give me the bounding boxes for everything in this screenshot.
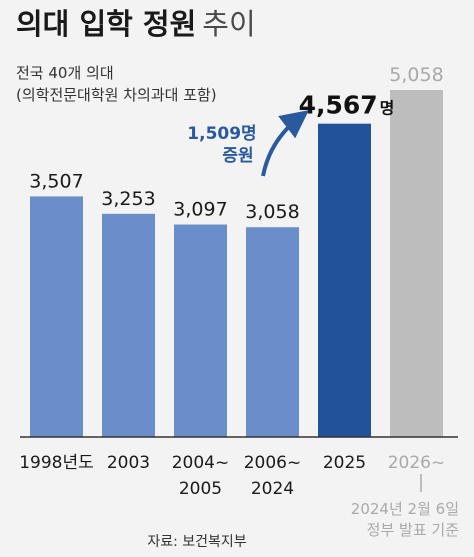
value-label-0: 3,507: [29, 170, 83, 192]
bar-4: [318, 123, 371, 437]
x-labels-group: 1998년도 2003 2004~ 2005 2006~ 2024 2025 2026~: [19, 453, 445, 499]
chart-title-main: 의대 입학 정원: [16, 7, 196, 41]
value-label-4: 4,567 명: [299, 91, 395, 120]
value-labels-group: 3,507 3,253 3,097 3,058 4,567 명 5,058: [29, 64, 443, 223]
chart-subtitle-line2: (의학전문대학원 차의과대 포함): [16, 86, 217, 104]
value-label-unit: 명: [380, 99, 395, 118]
value-label-1: 3,253: [101, 188, 155, 210]
increase-annotation-line2: 증원: [222, 146, 253, 166]
bar-1: [102, 213, 155, 437]
value-label-2: 3,097: [173, 199, 227, 221]
x-tick-label-3-1: 2006~: [244, 453, 302, 473]
x-tick-label-3-2: 2024: [251, 479, 294, 499]
value-label-5: 5,058: [389, 64, 443, 86]
bar-0: [30, 196, 83, 437]
bar-2: [174, 224, 227, 437]
chart-title: 의대 입학 정원 추이: [16, 7, 256, 41]
bar-5: [390, 90, 443, 437]
bar-3: [246, 227, 299, 437]
future-note-line1: 2024년 2월 6일: [351, 500, 459, 518]
chart-title-suffix: 추이: [202, 7, 255, 41]
x-tick-label-2-1: 2004~: [172, 453, 230, 473]
value-label-number-4: 4,567: [299, 91, 378, 120]
source-label: 자료: 보건복지부: [147, 534, 246, 550]
bars-group: [30, 90, 443, 437]
value-label-3: 3,058: [245, 201, 299, 223]
increase-annotation-line1: 1,509명: [187, 124, 256, 144]
x-tick-label-4-1: 2025: [323, 453, 366, 473]
x-tick-label-0-1: 1998년도: [19, 453, 94, 473]
future-note-line2: 정부 발표 기준: [367, 521, 460, 539]
chart-subtitle-line1: 전국 40개 의대: [16, 64, 114, 82]
x-tick-label-2-2: 2005: [179, 479, 222, 499]
increase-arrow: [261, 110, 309, 177]
x-tick-label-5-1: 2026~: [388, 453, 446, 473]
x-tick-label-1-1: 2003: [107, 453, 150, 473]
